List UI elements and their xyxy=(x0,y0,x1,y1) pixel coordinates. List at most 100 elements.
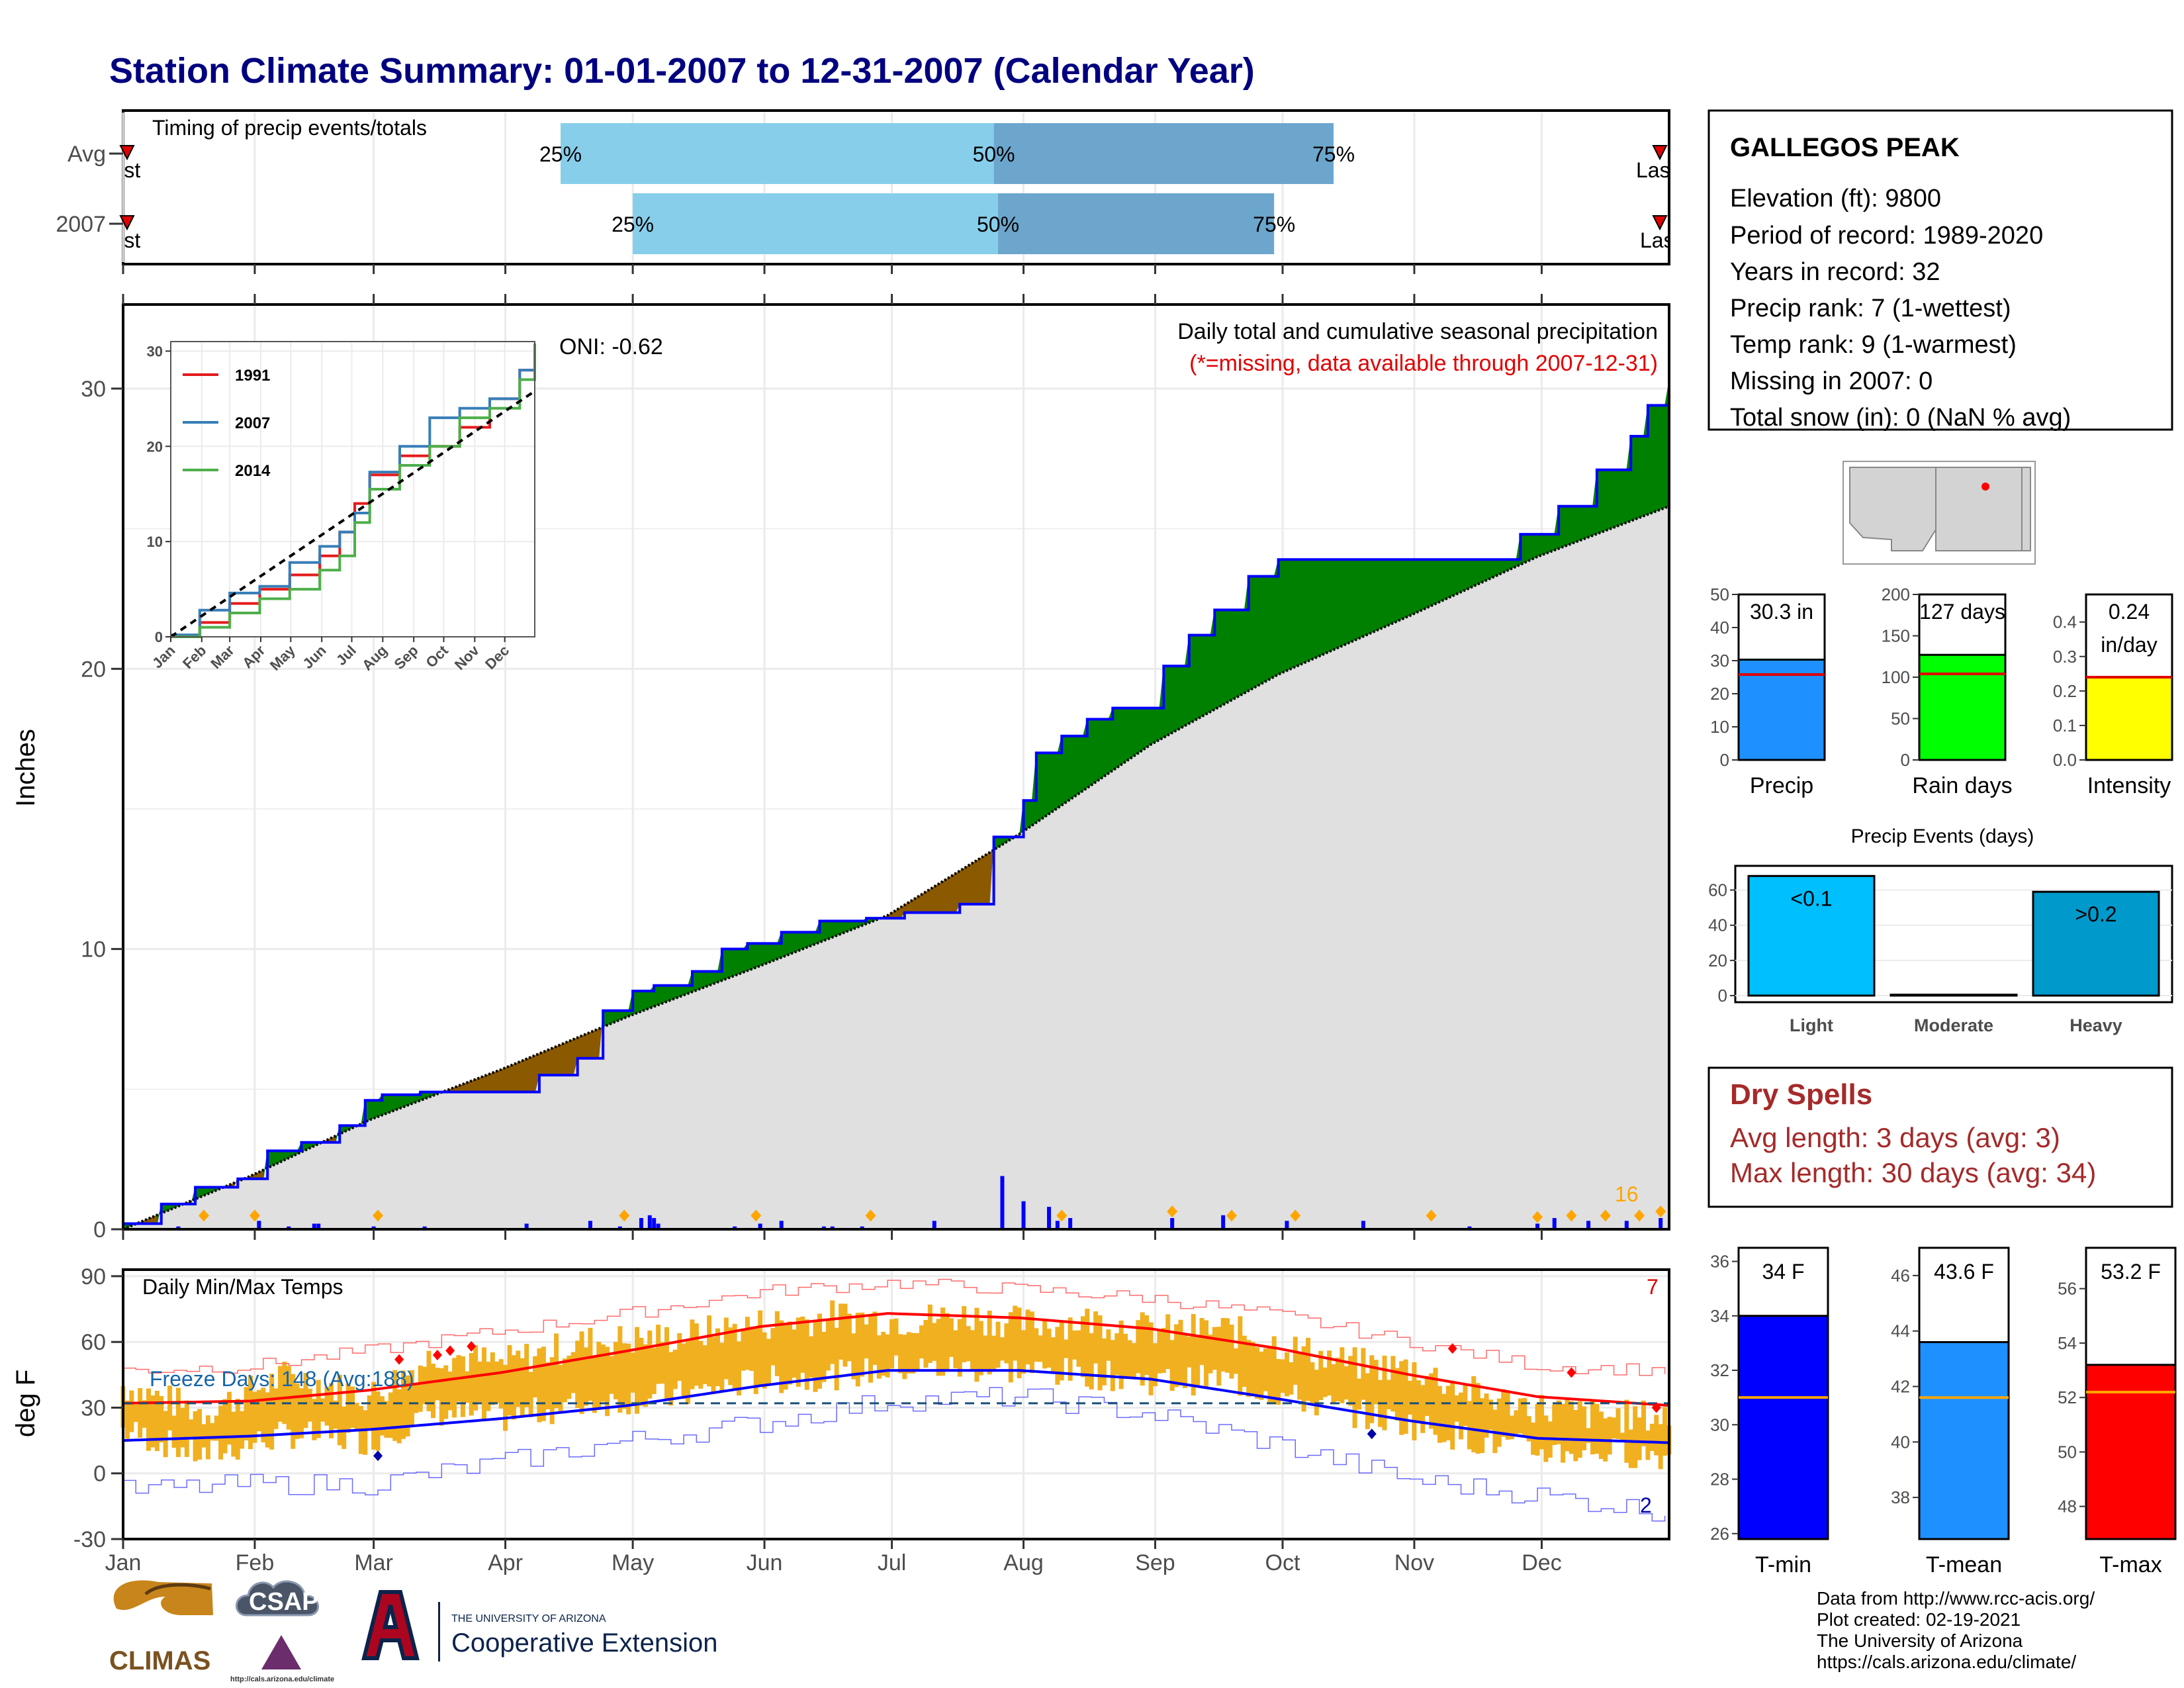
daily-precip-bar xyxy=(1047,1207,1052,1229)
deficit-segment xyxy=(560,1043,565,1076)
deficit-segment xyxy=(556,1044,561,1076)
daily-temp-range-bar xyxy=(333,1400,338,1429)
daily-temp-range-bar xyxy=(1615,1408,1621,1439)
last-label: Last xyxy=(1636,158,1676,182)
daily-temp-range-bar xyxy=(1619,1432,1625,1442)
record-min-line xyxy=(123,1387,1666,1522)
daily-temp-range-bar xyxy=(600,1344,606,1402)
daily-temp-range-bar xyxy=(1042,1321,1048,1369)
daily-temp-range-bar xyxy=(477,1361,482,1403)
value-bar xyxy=(1737,1315,1829,1540)
daily-precip-bar xyxy=(1021,1201,1026,1229)
surplus-segment xyxy=(1222,610,1228,706)
daily-precip-bar xyxy=(371,1226,376,1229)
daily-temp-range-bar xyxy=(418,1365,423,1412)
daily-temp-range-bar xyxy=(1582,1406,1587,1450)
surplus-segment xyxy=(658,985,663,1006)
surplus-segment xyxy=(1320,559,1326,656)
daily-precip-bar xyxy=(1467,1226,1472,1229)
deficit-segment xyxy=(586,1031,591,1059)
daily-precip-bar xyxy=(821,1226,826,1229)
daily-temp-range-bar xyxy=(1390,1356,1396,1412)
daily-temp-range-bar xyxy=(167,1385,173,1430)
daily-temp-range-bar xyxy=(737,1341,742,1395)
surplus-segment xyxy=(1176,665,1181,731)
daily-temp-range-bar xyxy=(1577,1401,1582,1458)
surplus-segment xyxy=(1099,719,1105,780)
surplus-segment xyxy=(1579,506,1584,541)
daily-temp-range-bar xyxy=(686,1341,691,1405)
daily-temp-range-bar xyxy=(983,1335,988,1371)
surplus-segment xyxy=(1435,559,1440,604)
daily-temp-range-bar xyxy=(809,1336,814,1378)
daily-temp-range-bar xyxy=(307,1388,312,1422)
month-label: Feb xyxy=(236,1550,275,1575)
daily-temp-range-bar xyxy=(159,1395,164,1442)
daily-temp-range-bar xyxy=(1250,1342,1255,1395)
daily-temp-range-bar xyxy=(839,1303,844,1360)
daily-temp-range-bar xyxy=(592,1356,597,1413)
daily-temp-range-bar xyxy=(184,1400,189,1458)
surplus-segment xyxy=(1439,559,1445,602)
daily-temp-range-bar xyxy=(579,1331,584,1414)
daily-temp-range-bar xyxy=(396,1389,402,1444)
surplus-segment xyxy=(275,1150,281,1164)
daily-temp-range-bar xyxy=(460,1356,465,1417)
station-line: Temp rank: 9 (1-warmest) xyxy=(1730,331,2017,359)
daily-temp-range-bar xyxy=(745,1317,750,1370)
month-label: Sep xyxy=(1135,1550,1175,1575)
bar-tick-label: 34 xyxy=(1710,1306,1729,1326)
daily-temp-range-bar xyxy=(1076,1330,1081,1367)
daily-temp-range-bar xyxy=(1225,1318,1230,1373)
y-tick-label: 30 xyxy=(81,377,106,402)
daily-temp-range-bar xyxy=(1365,1373,1370,1429)
daily-temp-range-bar xyxy=(834,1327,839,1391)
daily-temp-range-bar xyxy=(1348,1356,1353,1406)
daily-temp-range-bar xyxy=(630,1352,635,1393)
daily-temp-range-bar xyxy=(316,1380,321,1438)
daily-temp-range-bar xyxy=(651,1348,657,1394)
record-high-marker xyxy=(1447,1343,1457,1354)
daily-temp-range-bar xyxy=(1403,1359,1408,1434)
daily-temp-range-bar xyxy=(1598,1411,1604,1460)
surplus-segment xyxy=(1261,576,1266,684)
daily-temp-range-bar xyxy=(363,1410,368,1455)
daily-temp-range-bar xyxy=(1046,1329,1052,1368)
surplus-segment xyxy=(1367,559,1373,635)
daily-temp-range-bar xyxy=(800,1316,805,1373)
deficit-segment xyxy=(543,1049,549,1076)
daily-temp-range-bar xyxy=(1433,1368,1438,1435)
daily-temp-range-bar xyxy=(864,1324,869,1359)
surplus-segment xyxy=(1456,559,1461,594)
daily-temp-range-bar xyxy=(388,1392,393,1438)
daily-temp-range-bar xyxy=(1059,1321,1064,1381)
daily-temp-range-bar xyxy=(375,1391,381,1451)
surplus-segment xyxy=(1231,610,1236,701)
daily-temp-range-bar xyxy=(1594,1403,1600,1454)
surplus-segment xyxy=(1091,719,1096,786)
daily-temp-range-bar xyxy=(193,1411,198,1462)
station-info-box: GALLEGOS PEAK Elevation (ft): 9800 Perio… xyxy=(1707,109,2173,432)
timing-row-label: Avg xyxy=(68,142,106,167)
daily-precip-bar xyxy=(617,1226,622,1229)
mountain-icon xyxy=(261,1635,301,1669)
average-min-line xyxy=(122,1369,1670,1444)
deficit-segment xyxy=(938,880,943,913)
surplus-segment xyxy=(1345,559,1351,645)
average-max-line xyxy=(122,1312,1670,1407)
daily-temp-range-bar xyxy=(244,1387,249,1440)
bar-value-label: 0.24 xyxy=(2109,600,2150,624)
bar-category-label: Intensity xyxy=(2087,773,2171,798)
surplus-segment xyxy=(1142,708,1147,751)
surplus-segment xyxy=(1392,559,1398,624)
daily-temp-range-bar xyxy=(520,1358,525,1417)
bar-tick-label: 28 xyxy=(1710,1470,1729,1489)
daily-temp-range-bar xyxy=(774,1311,780,1376)
daily-temp-range-bar xyxy=(222,1399,228,1454)
event-category-label: Heavy xyxy=(2070,1015,2122,1035)
surplus-segment xyxy=(823,921,829,941)
surplus-segment xyxy=(1447,559,1453,598)
daily-temp-range-bar xyxy=(226,1391,232,1445)
surplus-segment xyxy=(794,931,799,953)
daily-temp-range-bar xyxy=(1008,1312,1013,1383)
